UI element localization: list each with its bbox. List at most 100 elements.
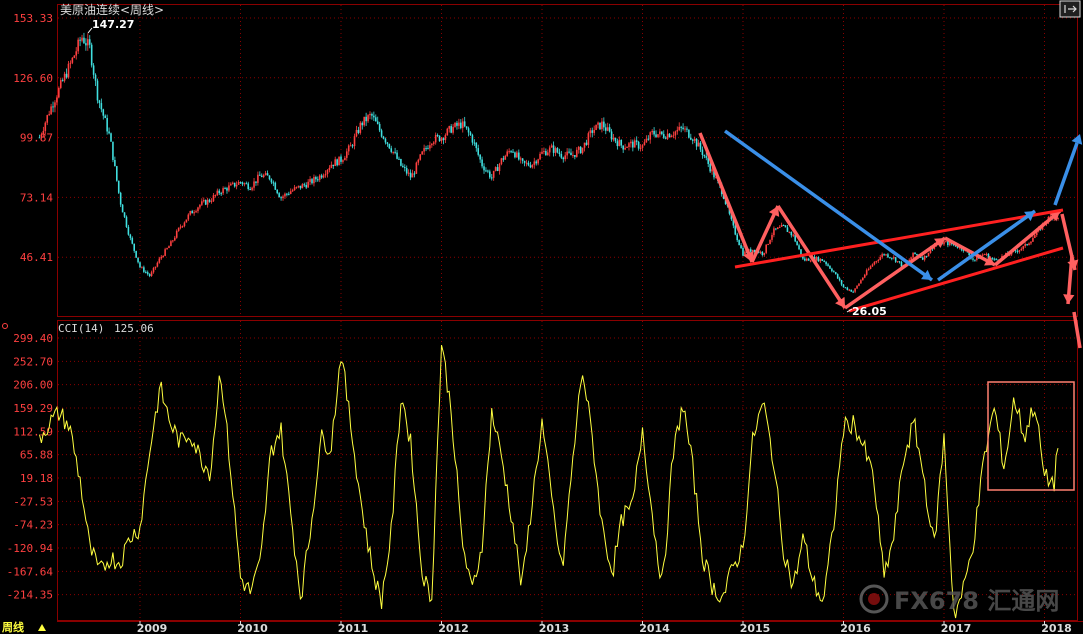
- candle-body: [204, 200, 207, 205]
- candle-body: [168, 246, 170, 249]
- candle-body: [467, 128, 470, 133]
- candle-body: [616, 141, 619, 147]
- candle-body: [129, 234, 132, 238]
- candle-body: [363, 116, 365, 126]
- candle-body: [838, 278, 841, 281]
- red-arrowhead-icon: [743, 251, 754, 262]
- candle-body: [1032, 238, 1034, 242]
- candle-body: [465, 126, 468, 129]
- candle-body: [601, 121, 603, 130]
- candle-body: [703, 154, 706, 157]
- red-zigzag-arrow-5: [944, 236, 996, 267]
- candle-body: [40, 134, 43, 138]
- candle-body: [485, 170, 487, 172]
- candle-body: [305, 184, 308, 188]
- candle-body: [815, 257, 818, 261]
- candle-body: [318, 175, 321, 180]
- candle-body: [593, 129, 595, 133]
- candle-body: [508, 151, 510, 153]
- candle-body: [139, 262, 141, 268]
- candle-body: [417, 159, 420, 163]
- candle-body: [400, 159, 402, 166]
- cci-y-tick-label: -214.35: [7, 589, 53, 602]
- candle-body: [626, 146, 628, 148]
- candle-body: [170, 241, 172, 247]
- candle-body: [620, 139, 623, 146]
- candle-body: [260, 175, 263, 178]
- candle-body: [237, 182, 240, 185]
- red-arrowhead-icon: [835, 297, 845, 308]
- candle-body: [206, 199, 209, 205]
- candle-body: [326, 169, 329, 174]
- candle-body: [61, 80, 64, 82]
- candle-body: [166, 248, 168, 250]
- candle-body: [193, 212, 195, 214]
- candle-body: [411, 173, 414, 178]
- candle-body: [119, 192, 122, 205]
- candle-body: [208, 199, 211, 202]
- candle-body: [809, 260, 812, 262]
- candle-body: [413, 173, 416, 175]
- candle-body: [116, 166, 118, 181]
- expand-icon[interactable]: [1059, 0, 1081, 18]
- candle-body: [235, 184, 238, 187]
- candle-body: [624, 147, 626, 150]
- candle-body: [380, 130, 383, 137]
- period-switch[interactable]: 周线: [2, 620, 46, 634]
- candle-body: [253, 181, 255, 188]
- candle-body: [661, 131, 663, 135]
- red-zigzag-arrow-2: [750, 205, 780, 263]
- candle-body: [376, 121, 379, 124]
- candle-body: [684, 128, 686, 130]
- candle-body: [865, 270, 868, 275]
- cci-panel-frame: [57, 320, 1078, 621]
- candle-body: [338, 156, 340, 166]
- candle-body: [133, 243, 136, 251]
- blue-arrowhead-icon: [921, 269, 932, 280]
- cci-y-tick-label: -120.94: [7, 542, 54, 555]
- candle-body: [713, 169, 715, 178]
- candle-body: [948, 242, 951, 246]
- candle-body: [278, 193, 280, 198]
- candle-body: [148, 274, 151, 276]
- x-tick-label: 2015: [740, 622, 771, 634]
- candle-body: [266, 173, 269, 176]
- price-panel-frame: [57, 4, 1078, 317]
- low-marker: [846, 308, 853, 313]
- red-arrowhead-icon: [984, 255, 995, 266]
- candle-body: [448, 126, 451, 129]
- candle-body: [945, 241, 947, 243]
- candle-body: [324, 173, 327, 176]
- candle-body: [114, 160, 116, 167]
- candle-body: [264, 173, 267, 176]
- candle-body: [867, 268, 870, 271]
- x-tick-label: 2012: [438, 622, 469, 634]
- candle-body: [347, 145, 350, 152]
- candle-body: [179, 226, 182, 228]
- candle-body: [662, 134, 665, 138]
- candle-body: [425, 148, 427, 150]
- candle-body: [788, 231, 791, 233]
- red-arrowhead-icon: [768, 206, 780, 217]
- candle-body: [463, 121, 466, 127]
- candle-body: [910, 257, 912, 260]
- candle-body: [678, 126, 681, 130]
- candle-body: [355, 129, 358, 137]
- candle-body: [100, 103, 103, 110]
- cci-y-tick-label: 299.40: [13, 332, 53, 345]
- candle-body: [94, 74, 97, 81]
- candle-body: [649, 132, 652, 140]
- candle-body: [268, 175, 271, 180]
- candle-body: [63, 73, 66, 81]
- candle-body: [245, 183, 248, 185]
- candle-body: [993, 258, 996, 260]
- candle-body: [477, 148, 480, 155]
- candle-body: [289, 191, 292, 194]
- candle-body: [475, 142, 478, 149]
- candle-body: [255, 181, 257, 183]
- candle-body: [943, 241, 945, 245]
- candle-body: [299, 185, 302, 189]
- candle-body: [349, 145, 352, 147]
- candle-body: [222, 188, 224, 194]
- candle-body: [968, 251, 970, 256]
